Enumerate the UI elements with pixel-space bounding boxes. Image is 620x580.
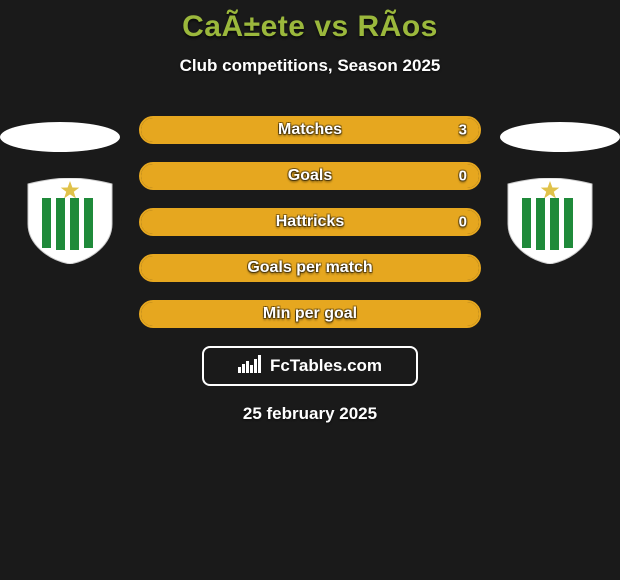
brand-badge: FcTables.com [202,346,418,386]
stat-row-hattricks: Hattricks 0 [139,208,481,236]
generated-date: 25 february 2025 [0,404,620,424]
stat-label: Min per goal [263,305,357,323]
shield-icon [500,178,600,264]
stat-value-right: 3 [459,122,467,139]
player-photo-placeholder-left [0,122,120,152]
stat-row-matches: Matches 3 [139,116,481,144]
stat-row-goals: Goals 0 [139,162,481,190]
brand-text: FcTables.com [270,356,382,376]
stat-row-goals-per-match: Goals per match [139,254,481,282]
stat-value-right: 0 [459,168,467,185]
club-badge-right [500,178,600,264]
stat-label: Goals per match [247,259,372,277]
stat-label: Hattricks [276,213,344,231]
stat-value-right: 0 [459,214,467,231]
page-title: CaÃ±ete vs RÃ­os [0,0,620,44]
player-photo-placeholder-right [500,122,620,152]
stat-row-min-per-goal: Min per goal [139,300,481,328]
shield-icon [20,178,120,264]
stat-label: Matches [278,121,342,139]
bar-chart-icon [238,355,264,378]
page-subtitle: Club competitions, Season 2025 [0,56,620,76]
comparison-card: CaÃ±ete vs RÃ­os Club competitions, Seas… [0,0,620,580]
club-badge-left [20,178,120,264]
stat-label: Goals [288,167,332,185]
